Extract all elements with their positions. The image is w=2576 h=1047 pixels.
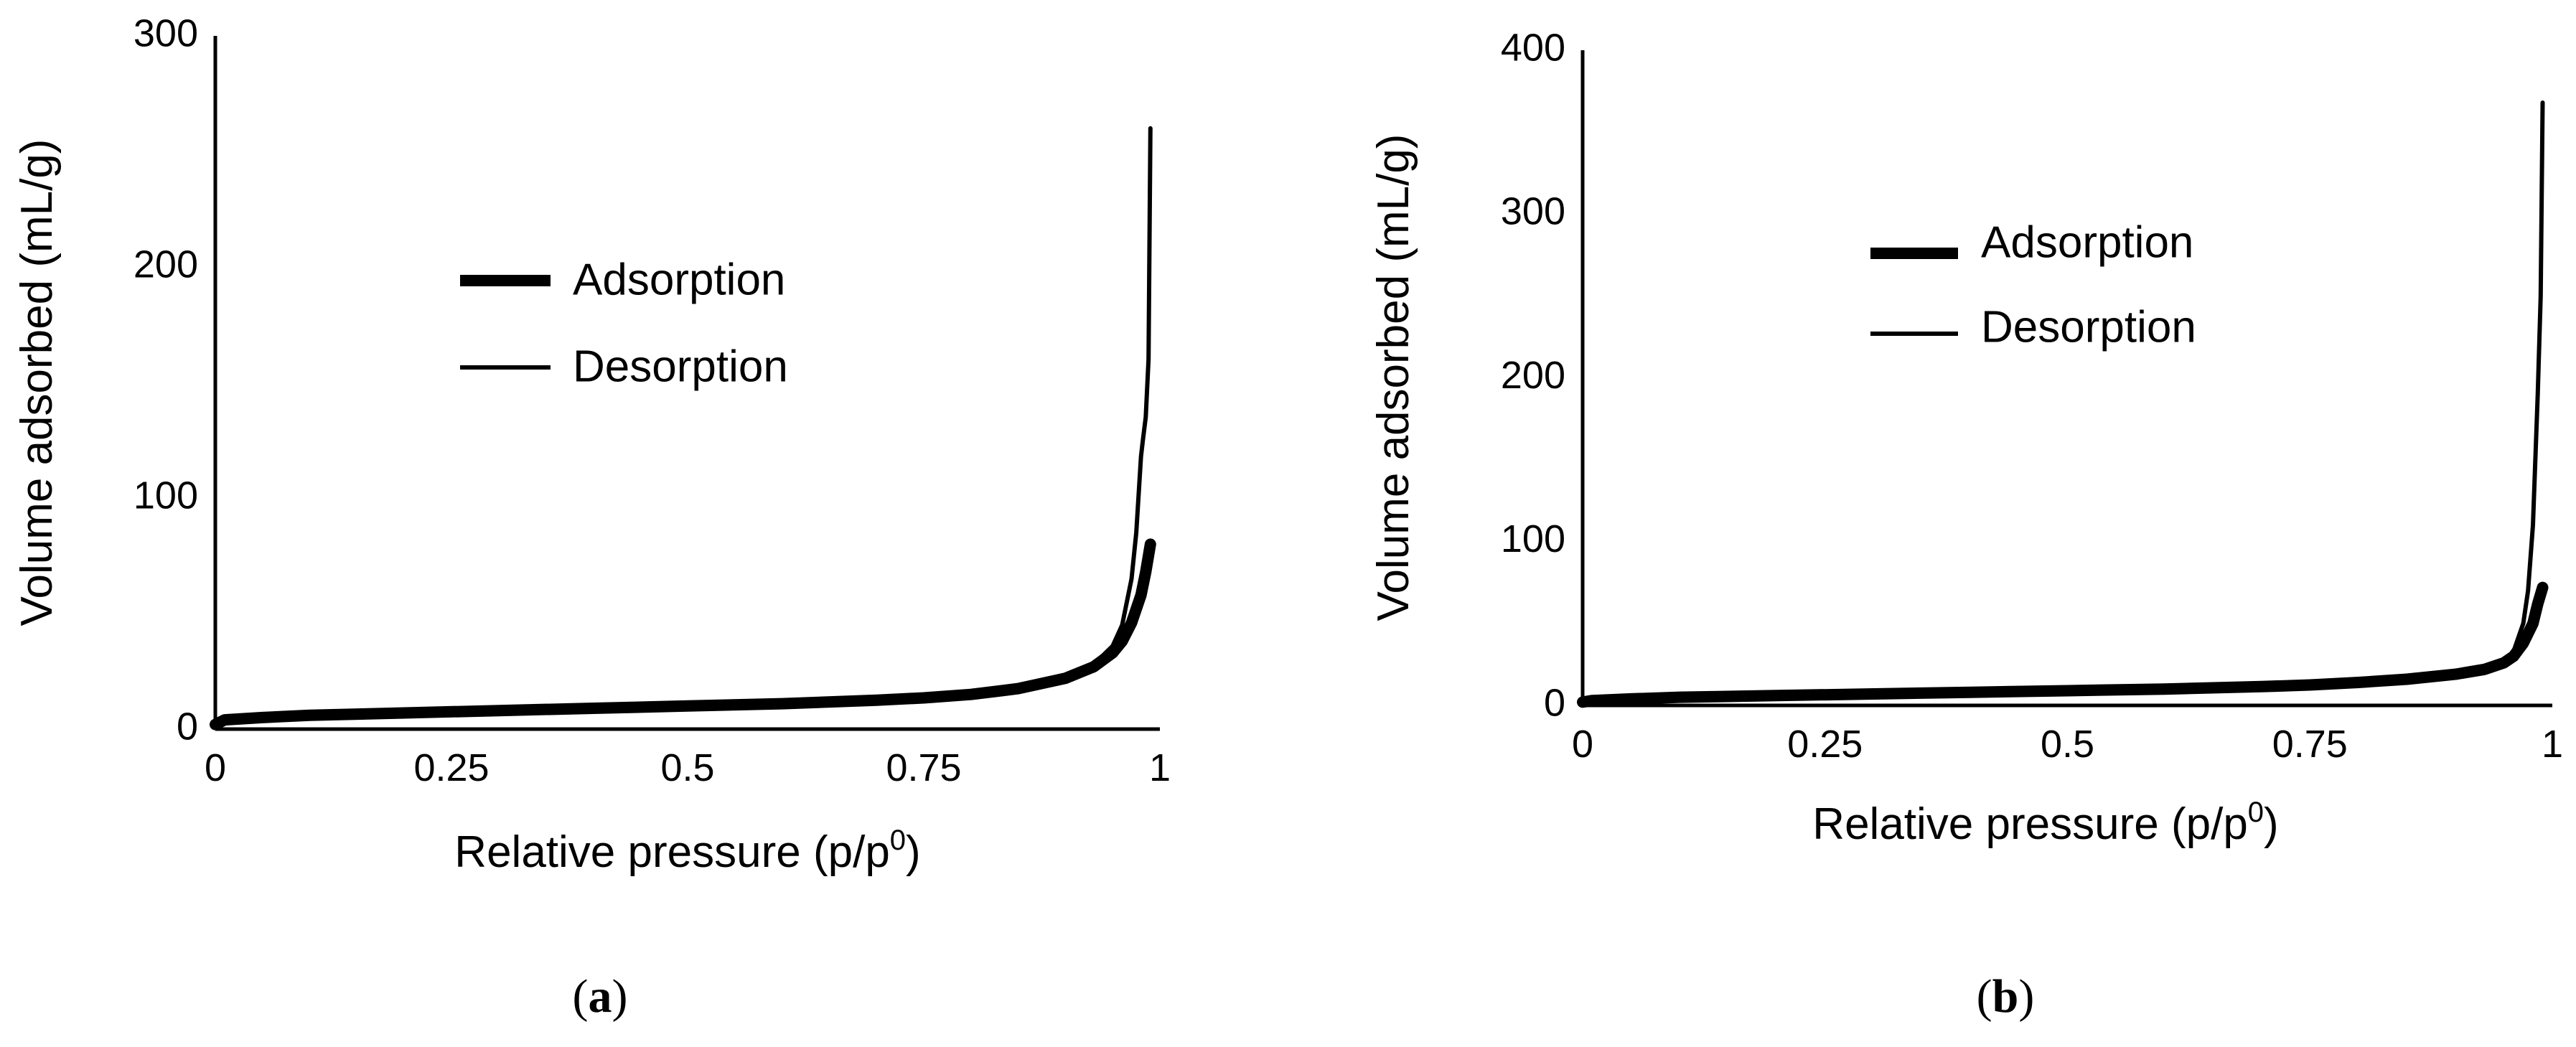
x-tick-label: 1 (2542, 723, 2563, 766)
x-tick-label: 0.5 (2041, 723, 2094, 766)
x-tick-label: 0 (1572, 723, 1593, 766)
y-tick-labels: 0 100 200 300 (134, 11, 198, 748)
series-line-adsorption (210, 538, 1156, 731)
y-tick-label: 100 (1501, 517, 1565, 560)
legend: Adsorption Desorption (1870, 217, 2196, 352)
chart-panel-b: 0 100 200 300 400 0 0.25 0.5 0.75 1 Volume adsor… (1369, 26, 2563, 1023)
series-group (1577, 100, 2549, 708)
legend-label-adsorption: Adsorption (573, 255, 785, 304)
x-axis-label: Relative pressure (p/p0) (1812, 797, 2278, 849)
x-axis-label: Relative pressure (p/p0) (454, 825, 920, 877)
y-axis-label: Volume adsorbed (mL/g) (12, 139, 62, 626)
x-tick-labels: 0 0.25 0.5 0.75 1 (205, 746, 1171, 789)
series-line-desorption (223, 126, 1153, 721)
y-tick-label: 400 (1501, 26, 1565, 69)
legend-label-adsorption: Adsorption (1981, 217, 2193, 267)
y-tick-label: 100 (134, 474, 198, 517)
legend: Adsorption Desorption (460, 255, 788, 391)
legend-label-desorption: Desorption (1981, 302, 2196, 352)
x-tick-label: 0.5 (660, 746, 714, 789)
x-tick-label: 0.25 (1787, 723, 1863, 766)
series-line-adsorption (1577, 581, 2549, 708)
legend-label-desorption: Desorption (573, 342, 788, 391)
x-tick-label: 0.25 (413, 746, 489, 789)
y-tick-labels: 0 100 200 300 400 (1501, 26, 1565, 724)
y-axis-label: Volume adsorbed (mL/g) (1369, 134, 1418, 621)
y-tick-label: 0 (177, 705, 198, 748)
x-tick-label: 0.75 (886, 746, 961, 789)
series-line-desorption (1590, 100, 2545, 702)
chart-panel-a: 0 100 200 300 0 0.25 0.5 0.75 1 Volume adsorbed… (12, 11, 1171, 1023)
panel-label-b: (b) (1977, 970, 2035, 1023)
y-tick-label: 200 (134, 243, 198, 286)
panel-label-a: (a) (573, 970, 628, 1023)
x-tick-label: 1 (1149, 746, 1171, 789)
x-tick-label: 0.75 (2272, 723, 2348, 766)
y-tick-label: 0 (1544, 681, 1565, 724)
y-tick-label: 300 (1501, 190, 1565, 233)
x-tick-label: 0 (205, 746, 226, 789)
y-tick-label: 300 (134, 11, 198, 55)
series-group (210, 126, 1156, 731)
y-tick-label: 200 (1501, 354, 1565, 397)
x-tick-labels: 0 0.25 0.5 0.75 1 (1572, 723, 2563, 766)
